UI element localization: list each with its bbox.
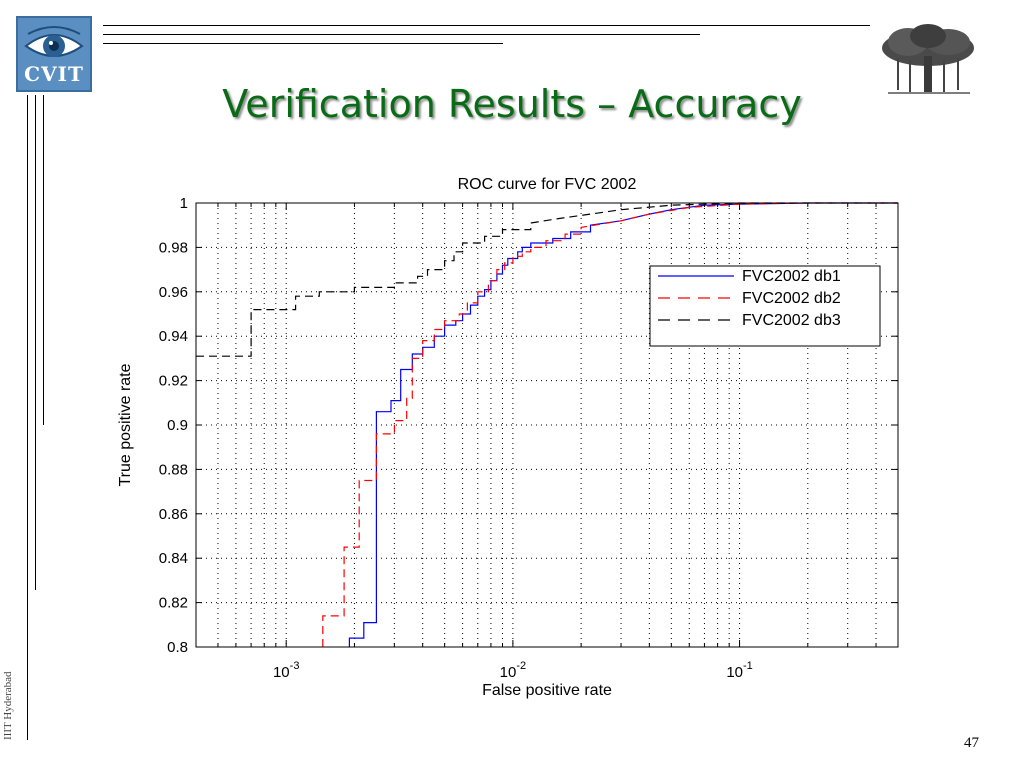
side-rule-2 bbox=[35, 95, 36, 590]
slide-title: Verification Results – Accuracy bbox=[222, 82, 802, 126]
y-tick-label: 0.8 bbox=[167, 639, 188, 656]
y-tick-label: 0.98 bbox=[159, 239, 188, 256]
y-tick-label: 1 bbox=[180, 195, 188, 212]
tick-layer: 0.8 0.82 0.84 0.86 0.88 0.9 0.92 0.94 0.96 0.98 1 1… bbox=[159, 195, 898, 681]
y-axis-label: True positive rate bbox=[117, 363, 134, 486]
x-tick-label: 10-2 bbox=[500, 660, 526, 681]
series-line-3 bbox=[196, 202, 898, 357]
logo-text: CVIT bbox=[24, 62, 84, 86]
x-tick-base: 10 bbox=[273, 664, 290, 681]
series-line-1 bbox=[348, 202, 898, 647]
y-tick-label: 0.9 bbox=[167, 417, 188, 434]
legend: FVC2002 db1 FVC2002 db2 FVC2002 db3 bbox=[649, 265, 881, 347]
x-tick-exponent: -3 bbox=[290, 660, 300, 672]
y-tick-label: 0.84 bbox=[159, 550, 188, 567]
header-rule-3 bbox=[103, 43, 503, 44]
cvit-logo: CVIT bbox=[16, 16, 92, 92]
series-layer bbox=[196, 202, 898, 647]
legend-label: FVC2002 db2 bbox=[742, 290, 841, 307]
side-rule-1 bbox=[27, 95, 28, 740]
x-tick-base: 10 bbox=[726, 664, 743, 681]
x-tick-base: 10 bbox=[500, 664, 517, 681]
x-tick-exponent: -1 bbox=[743, 660, 753, 672]
header-rule-1 bbox=[103, 25, 870, 26]
y-tick-label: 0.94 bbox=[159, 328, 188, 345]
slide-number: 47 bbox=[964, 735, 979, 751]
eye-icon bbox=[24, 26, 84, 57]
legend-label: FVC2002 db1 bbox=[742, 268, 841, 285]
x-tick-label: 10-1 bbox=[726, 660, 752, 681]
y-tick-label: 0.86 bbox=[159, 506, 188, 523]
legend-label: FVC2002 db3 bbox=[742, 312, 841, 329]
x-axis-label: False positive rate bbox=[482, 682, 612, 699]
series-line-2 bbox=[322, 202, 898, 647]
roc-chart: ROC curve for FVC 2002 0.80.820.840.860.… bbox=[117, 176, 899, 699]
x-tick-exponent: -2 bbox=[516, 660, 526, 672]
y-tick-label: 0.92 bbox=[159, 373, 188, 390]
y-tick-label: 0.96 bbox=[159, 284, 188, 301]
x-tick-label: 10-3 bbox=[273, 660, 299, 681]
y-tick-label: 0.88 bbox=[159, 461, 188, 478]
chart-title: ROC curve for FVC 2002 bbox=[458, 176, 637, 193]
header-rule-2 bbox=[103, 34, 700, 35]
side-institution-text: IIIT Hyderabad bbox=[2, 671, 14, 740]
side-rule-3 bbox=[43, 95, 44, 425]
legend-box bbox=[649, 265, 881, 347]
y-tick-label: 0.82 bbox=[159, 595, 188, 612]
tree-logo bbox=[882, 24, 974, 94]
